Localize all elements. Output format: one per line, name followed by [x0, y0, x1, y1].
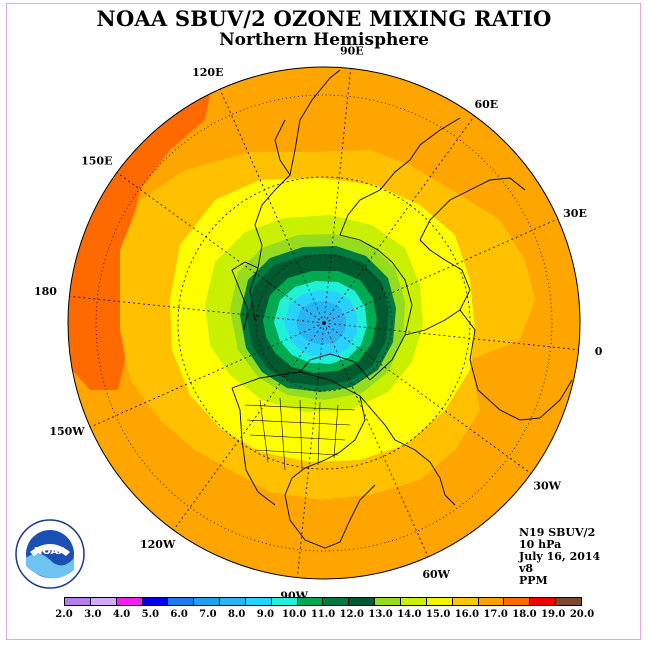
- colorbar-tick-label: 16.0: [454, 609, 480, 620]
- longitude-label: 180: [34, 285, 57, 298]
- info-satellite: N19 SBUV/2: [519, 526, 596, 539]
- colorbar-swatch: [297, 598, 324, 605]
- colorbar-swatch: [375, 598, 401, 605]
- lat-circle-60: [255, 254, 393, 392]
- colorbar-swatch: [323, 598, 350, 605]
- colorbar-swatch: [400, 598, 427, 605]
- longitude-label: 60E: [474, 98, 498, 111]
- colorbar-tick-label: 15.0: [425, 609, 451, 620]
- colorbar-tick-label: 13.0: [368, 609, 393, 620]
- colorbar-swatch: [168, 598, 195, 605]
- longitude-label: 30W: [533, 479, 561, 492]
- longitude-label: 90E: [340, 44, 364, 57]
- colorbar-swatch: [556, 598, 581, 605]
- colorbar-swatch: [90, 598, 117, 605]
- lat-circle-0: [95, 94, 553, 552]
- longitude-label: 60W: [422, 568, 450, 581]
- info-block: N19 SBUV/2 10 hPa July 16, 2014 v8 PPM: [519, 527, 600, 587]
- colorbar-tick-label: 14.0: [397, 609, 422, 620]
- colorbar-swatch: [452, 598, 479, 605]
- colorbar-tick-label: 3.0: [84, 609, 102, 620]
- colorbar-tick-label: 9.0: [256, 609, 275, 620]
- colorbar-swatch: [530, 598, 557, 605]
- band-7: [296, 301, 346, 345]
- globe-outline: [67, 66, 581, 580]
- longitude-label: 120E: [192, 66, 223, 79]
- longitude-label: 120W: [140, 538, 176, 551]
- colorbar-swatch: [478, 598, 505, 605]
- longitude-label: 150E: [81, 155, 112, 168]
- colorbar-tick-label: 4.0: [112, 609, 131, 620]
- colorbar-tick-label: 18.0: [512, 609, 537, 620]
- colorbar-swatch: [65, 598, 91, 605]
- colorbar-swatch: [194, 598, 221, 605]
- info-date: July 16, 2014: [519, 550, 601, 563]
- page-title: NOAA SBUV/2 OZONE MIXING RATIO: [96, 6, 552, 31]
- colorbar-tick-label: 6.0: [170, 609, 188, 620]
- colorbar-tick-label: 2.0: [55, 609, 73, 620]
- plot-frame: [6, 3, 641, 640]
- colorbar-tick-label: 17.0: [483, 609, 508, 620]
- band-high-17: [68, 95, 210, 390]
- colorbar: [64, 597, 582, 606]
- colorbar-swatch: [220, 598, 246, 605]
- info-pressure: 10 hPa: [519, 538, 562, 551]
- graticule: [69, 68, 579, 578]
- longitude-label: 30E: [563, 207, 587, 220]
- noaa-logo: NOAA: [14, 518, 86, 590]
- longitude-label: 150W: [49, 425, 85, 438]
- colorbar-tick-label: 8.0: [227, 609, 246, 620]
- longitude-label: 0: [595, 345, 603, 358]
- colorbar-tick-label: 7.0: [199, 609, 217, 620]
- colorbar-swatch: [426, 598, 453, 605]
- colorbar-swatch: [245, 598, 272, 605]
- colorbar-tick-label: 5.0: [141, 609, 160, 620]
- colorbar-swatch: [142, 598, 169, 605]
- coastlines: [231, 69, 573, 549]
- colorbar-swatch: [271, 598, 298, 605]
- colorbar-swatch: [349, 598, 376, 605]
- colorbar-tick-label: 19.0: [541, 609, 566, 620]
- info-units: PPM: [519, 574, 548, 587]
- lat-circle-30: [177, 176, 471, 470]
- colorbar-tick-label: 11.0: [310, 609, 336, 620]
- colorbar-tick-label: 12.0: [339, 609, 364, 620]
- info-version: v8: [519, 562, 534, 575]
- colorbar-swatch: [504, 598, 531, 605]
- page-subtitle: Northern Hemisphere: [219, 30, 429, 50]
- colorbar-tick-label: 20.0: [569, 609, 595, 620]
- colorbar-tick-label: 10.0: [282, 609, 307, 620]
- us-state-grid: [244, 397, 356, 471]
- logo-label: NOAA: [34, 546, 66, 557]
- colorbar-swatch: [116, 598, 143, 605]
